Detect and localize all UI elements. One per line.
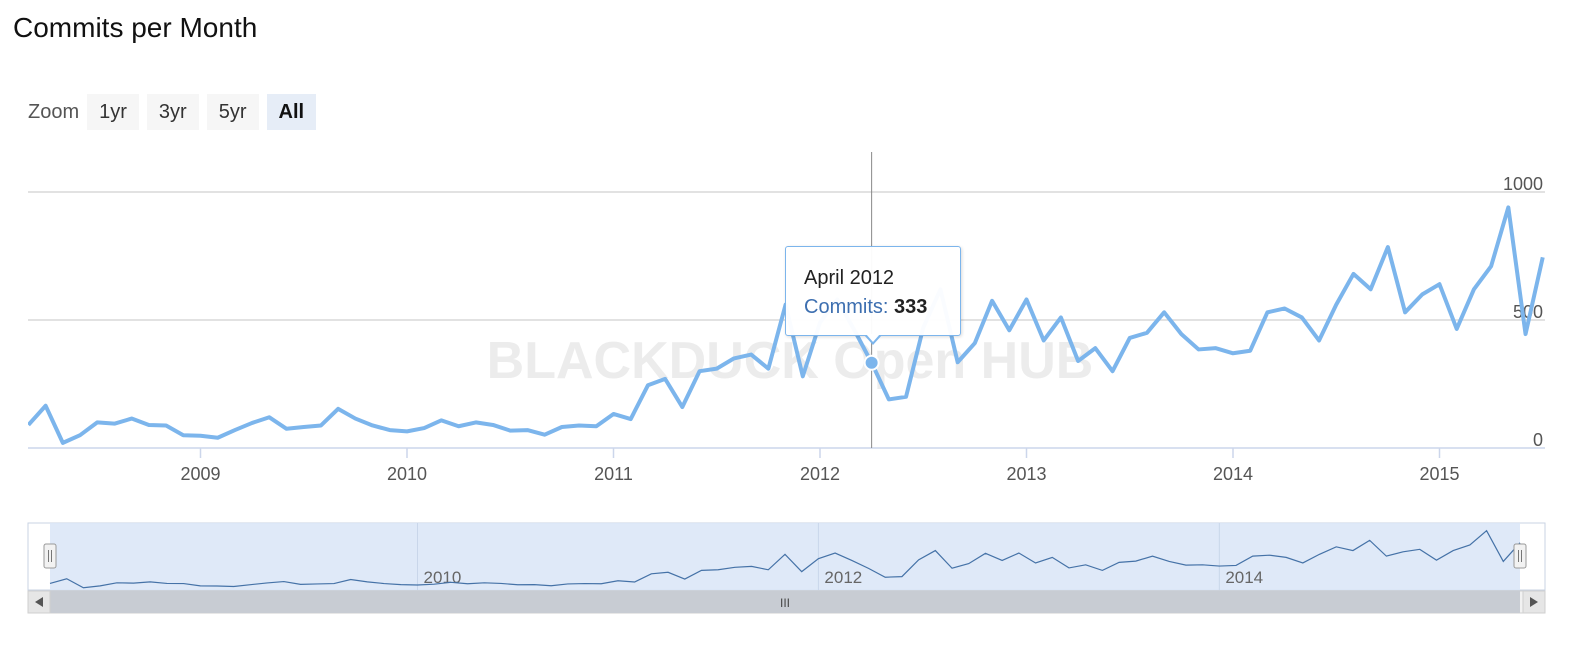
- navigator-label-2012: 2012: [824, 568, 862, 587]
- x-tick-label-2009: 2009: [180, 464, 220, 484]
- navigator-series-line: [49, 529, 1521, 589]
- tooltip-row: Commits: 333: [804, 296, 928, 318]
- navigator-handle-right[interactable]: [1513, 543, 1527, 569]
- chevron-left-icon: [35, 597, 43, 607]
- navigator-label-2014: 2014: [1225, 568, 1263, 587]
- tooltip-value: 333: [894, 296, 928, 318]
- tooltip-series-name: Commits: [804, 296, 883, 318]
- scroll-right-button[interactable]: [1522, 590, 1546, 614]
- scrollbar-grip: III: [780, 596, 790, 610]
- handle-box: [43, 543, 57, 569]
- zoom-controls: Zoom 1yr 3yr 5yr All: [28, 94, 324, 130]
- zoom-button-5yr[interactable]: 5yr: [206, 94, 259, 130]
- zoom-label: Zoom: [28, 100, 80, 123]
- x-tick-label-2011: 2011: [594, 464, 633, 484]
- scrollbar[interactable]: III: [27, 590, 1546, 614]
- x-tick-label-2015: 2015: [1419, 464, 1459, 484]
- zoom-button-all[interactable]: All: [266, 94, 317, 130]
- zoom-button-3yr[interactable]: 3yr: [146, 94, 199, 130]
- tooltip: April 2012 Commits: 333: [785, 246, 961, 336]
- zoom-button-1yr[interactable]: 1yr: [87, 94, 139, 130]
- scrollbar-thumb: [50, 591, 1520, 613]
- navigator-selection: [50, 523, 1520, 590]
- y-tick-label-1000: 1000: [1503, 174, 1543, 194]
- navigator-handle-left[interactable]: [43, 543, 57, 569]
- y-tick-label-0: 0: [1533, 430, 1543, 450]
- tooltip-date: April 2012: [804, 267, 895, 289]
- x-tick-label-2014: 2014: [1213, 464, 1253, 484]
- x-tick-label-2013: 2013: [1006, 464, 1046, 484]
- chevron-right-icon: [1530, 597, 1538, 607]
- chart-title: Commits per Month: [13, 12, 258, 43]
- x-tick-label-2012: 2012: [800, 464, 840, 484]
- x-tick-label-2010: 2010: [387, 464, 427, 484]
- scroll-left-button[interactable]: [27, 590, 51, 614]
- handle-box: [1513, 543, 1527, 569]
- watermark-logo: BLACKDUCK Open HUB: [487, 332, 1094, 390]
- highlight-marker: [863, 354, 880, 371]
